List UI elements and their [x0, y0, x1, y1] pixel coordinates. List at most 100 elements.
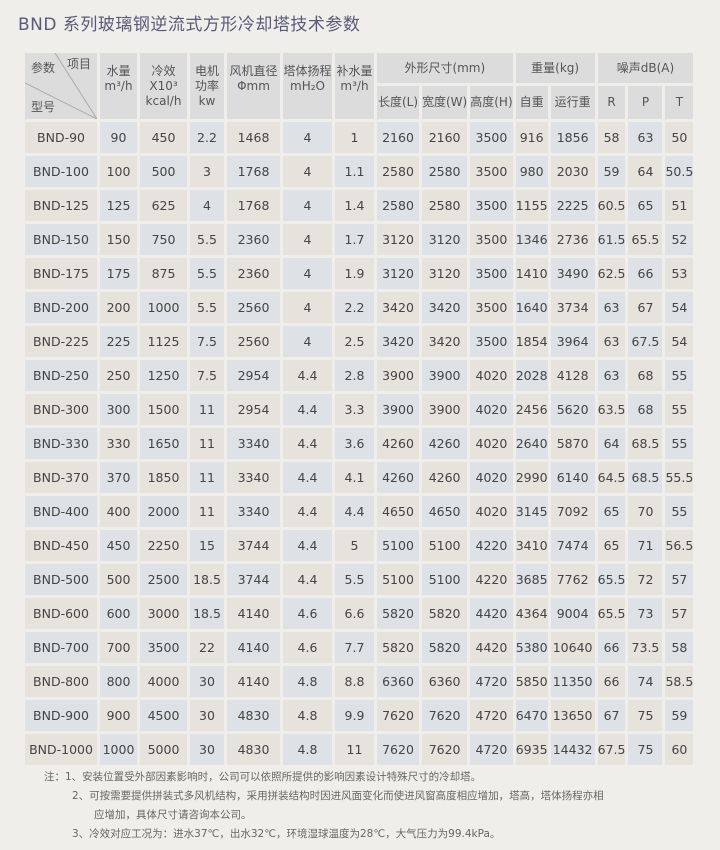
value-cell: 4420	[470, 598, 513, 629]
value-cell: 3420	[422, 292, 468, 323]
value-cell: 6140	[550, 462, 595, 493]
value-cell: 1250	[140, 360, 187, 391]
value-cell: 5100	[377, 530, 419, 561]
value-cell: 150	[100, 224, 137, 255]
value-cell: 61.5	[597, 224, 626, 255]
table-row: BND-600 600 3000 18.5 4140 4.6 6.6 5820 5820 4420…	[25, 598, 694, 629]
value-cell: 11350	[550, 666, 595, 697]
value-cell: 2560	[227, 292, 280, 323]
value-cell: 73.5	[628, 632, 663, 663]
value-cell: 4140	[227, 666, 280, 697]
value-cell: 55.5	[665, 462, 694, 493]
model-cell: BND-330	[25, 428, 97, 459]
value-cell: 63	[628, 122, 663, 153]
value-cell: 65	[597, 530, 626, 561]
value-cell: 75	[628, 700, 663, 731]
value-cell: 5820	[422, 598, 468, 629]
value-cell: 3420	[377, 292, 419, 323]
table-row: BND-370 370 1850 11 3340 4.4 4.1 4260 4260 4020 29…	[25, 462, 694, 493]
value-cell: 4.4	[283, 360, 332, 391]
value-cell: 3900	[377, 394, 419, 425]
value-cell: 59	[665, 700, 694, 731]
value-cell: 30	[190, 666, 224, 697]
value-cell: 1850	[140, 462, 187, 493]
table-row: BND-175 175 875 5.5 2360 4 1.9 3120 3120 3500 1410…	[25, 258, 694, 289]
corner-header: 项目 参数 型号	[25, 53, 97, 119]
value-cell: 1125	[140, 326, 187, 357]
value-cell: 64	[597, 428, 626, 459]
value-cell: 3964	[550, 326, 595, 357]
header-dims: 外形尺寸(mm)	[377, 53, 513, 83]
value-cell: 1468	[227, 122, 280, 153]
value-cell: 1500	[140, 394, 187, 425]
value-cell: 3145	[515, 496, 548, 527]
value-cell: 59	[597, 156, 626, 187]
value-cell: 4020	[470, 462, 513, 493]
value-cell: 4830	[227, 700, 280, 731]
value-cell: 70	[628, 496, 663, 527]
value-cell: 2954	[227, 394, 280, 425]
value-cell: 14432	[550, 734, 595, 765]
header-noise-p: P	[628, 86, 663, 119]
value-cell: 4500	[140, 700, 187, 731]
value-cell: 2160	[422, 122, 468, 153]
value-cell: 52	[665, 224, 694, 255]
model-cell: BND-100	[25, 156, 97, 187]
value-cell: 4650	[422, 496, 468, 527]
value-cell: 175	[100, 258, 137, 289]
value-cell: 3500	[470, 122, 513, 153]
value-cell: 65	[597, 496, 626, 527]
value-cell: 56.5	[665, 530, 694, 561]
value-cell: 4260	[377, 428, 419, 459]
value-cell: 4.6	[283, 598, 332, 629]
value-cell: 2250	[140, 530, 187, 561]
value-cell: 4.4	[283, 530, 332, 561]
model-cell: BND-225	[25, 326, 97, 357]
value-cell: 66	[597, 632, 626, 663]
note-2-cont: 应增加，具体尺寸请咨询本公司。	[94, 809, 252, 821]
value-cell: 1640	[515, 292, 548, 323]
value-cell: 4	[283, 190, 332, 221]
value-cell: 980	[515, 156, 548, 187]
model-cell: BND-90	[25, 122, 97, 153]
value-cell: 7620	[422, 700, 468, 731]
header-length: 长度(L)	[377, 86, 419, 119]
value-cell: 100	[100, 156, 137, 187]
value-cell: 4364	[515, 598, 548, 629]
value-cell: 53	[665, 258, 694, 289]
value-cell: 4.8	[283, 666, 332, 697]
header-self-weight: 自重	[515, 86, 548, 119]
value-cell: 4.8	[283, 734, 332, 765]
value-cell: 2560	[227, 326, 280, 357]
value-cell: 6.6	[335, 598, 374, 629]
value-cell: 7620	[377, 700, 419, 731]
value-cell: 67	[597, 700, 626, 731]
value-cell: 51	[665, 190, 694, 221]
value-cell: 3500	[140, 632, 187, 663]
value-cell: 50.5	[665, 156, 694, 187]
value-cell: 700	[100, 632, 137, 663]
value-cell: 916	[515, 122, 548, 153]
value-cell: 6935	[515, 734, 548, 765]
corner-model-label: 型号	[31, 100, 56, 114]
value-cell: 7092	[550, 496, 595, 527]
value-cell: 13650	[550, 700, 595, 731]
page-title: BND 系列玻璃钢逆流式方形冷却塔技术参数	[18, 15, 361, 35]
model-cell: BND-250	[25, 360, 97, 391]
table-row: BND-330 330 1650 11 3340 4.4 3.6 4260 4260 4020 26…	[25, 428, 694, 459]
value-cell: 5850	[515, 666, 548, 697]
value-cell: 4.8	[283, 700, 332, 731]
value-cell: 65.5	[597, 564, 626, 595]
value-cell: 9.9	[335, 700, 374, 731]
value-cell: 5820	[377, 598, 419, 629]
value-cell: 2030	[550, 156, 595, 187]
table-row: BND-100 100 500 3 1768 4 1.1 2580 2580 3500 980 203…	[25, 156, 694, 187]
value-cell: 5.5	[190, 292, 224, 323]
value-cell: 11	[190, 428, 224, 459]
value-cell: 68	[628, 394, 663, 425]
value-cell: 30	[190, 700, 224, 731]
value-cell: 1	[335, 122, 374, 153]
model-cell: BND-200	[25, 292, 97, 323]
model-cell: BND-450	[25, 530, 97, 561]
value-cell: 4.1	[335, 462, 374, 493]
